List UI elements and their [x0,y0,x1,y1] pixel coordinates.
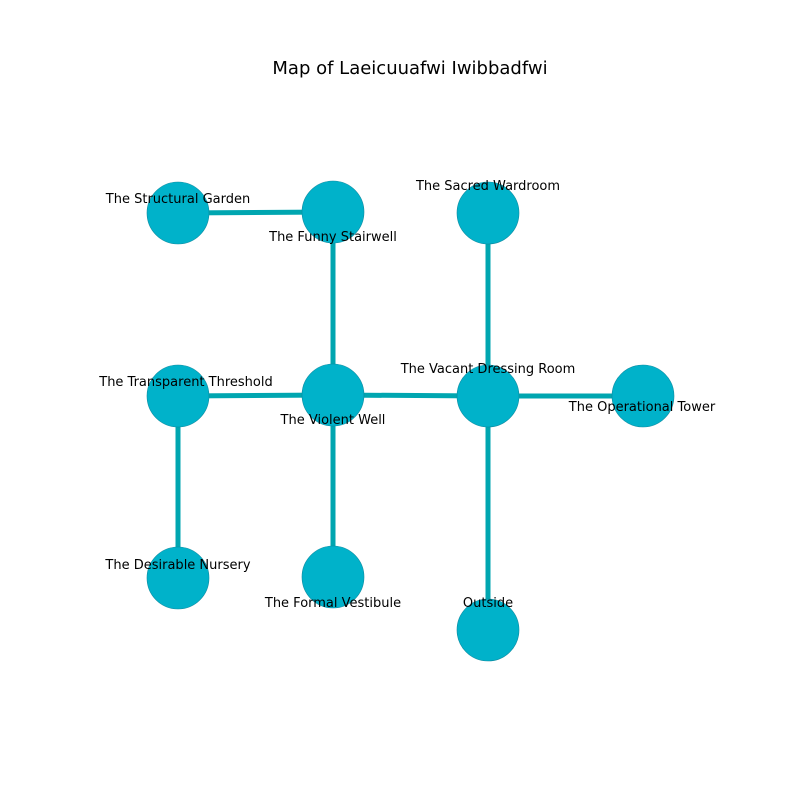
node-sacred-wardroom [456,181,520,245]
node-structural-garden [146,181,210,245]
node-violent-well [301,363,365,427]
node-vacant-dressing-room [456,364,520,428]
node-label-desirable-nursery: The Desirable Nursery [104,558,250,573]
node-transparent-threshold [146,364,210,428]
node-funny-stairwell [301,180,365,244]
nodes-layer [146,180,675,662]
labels-layer: The Structural Garden The Funny Stairwell… [98,179,716,611]
node-operational-tower [611,364,675,428]
node-label-outside: Outside [463,596,513,611]
node-label-violent-well: The Violent Well [280,413,386,428]
node-outside [456,598,520,662]
node-label-transparent-threshold: The Transparent Threshold [98,375,272,390]
node-label-sacred-wardroom: The Sacred Wardroom [415,179,560,194]
map-title: Map of Laeicuuafwi Iwibbadfwi [272,58,547,79]
node-label-formal-vestibule: The Formal Vestibule [264,596,401,611]
node-label-structural-garden: The Structural Garden [105,192,250,207]
node-formal-vestibule [301,545,365,609]
node-label-operational-tower: The Operational Tower [568,400,716,415]
node-desirable-nursery [146,546,210,610]
node-label-vacant-dressing-room: The Vacant Dressing Room [400,362,576,377]
node-label-funny-stairwell: The Funny Stairwell [268,230,397,245]
